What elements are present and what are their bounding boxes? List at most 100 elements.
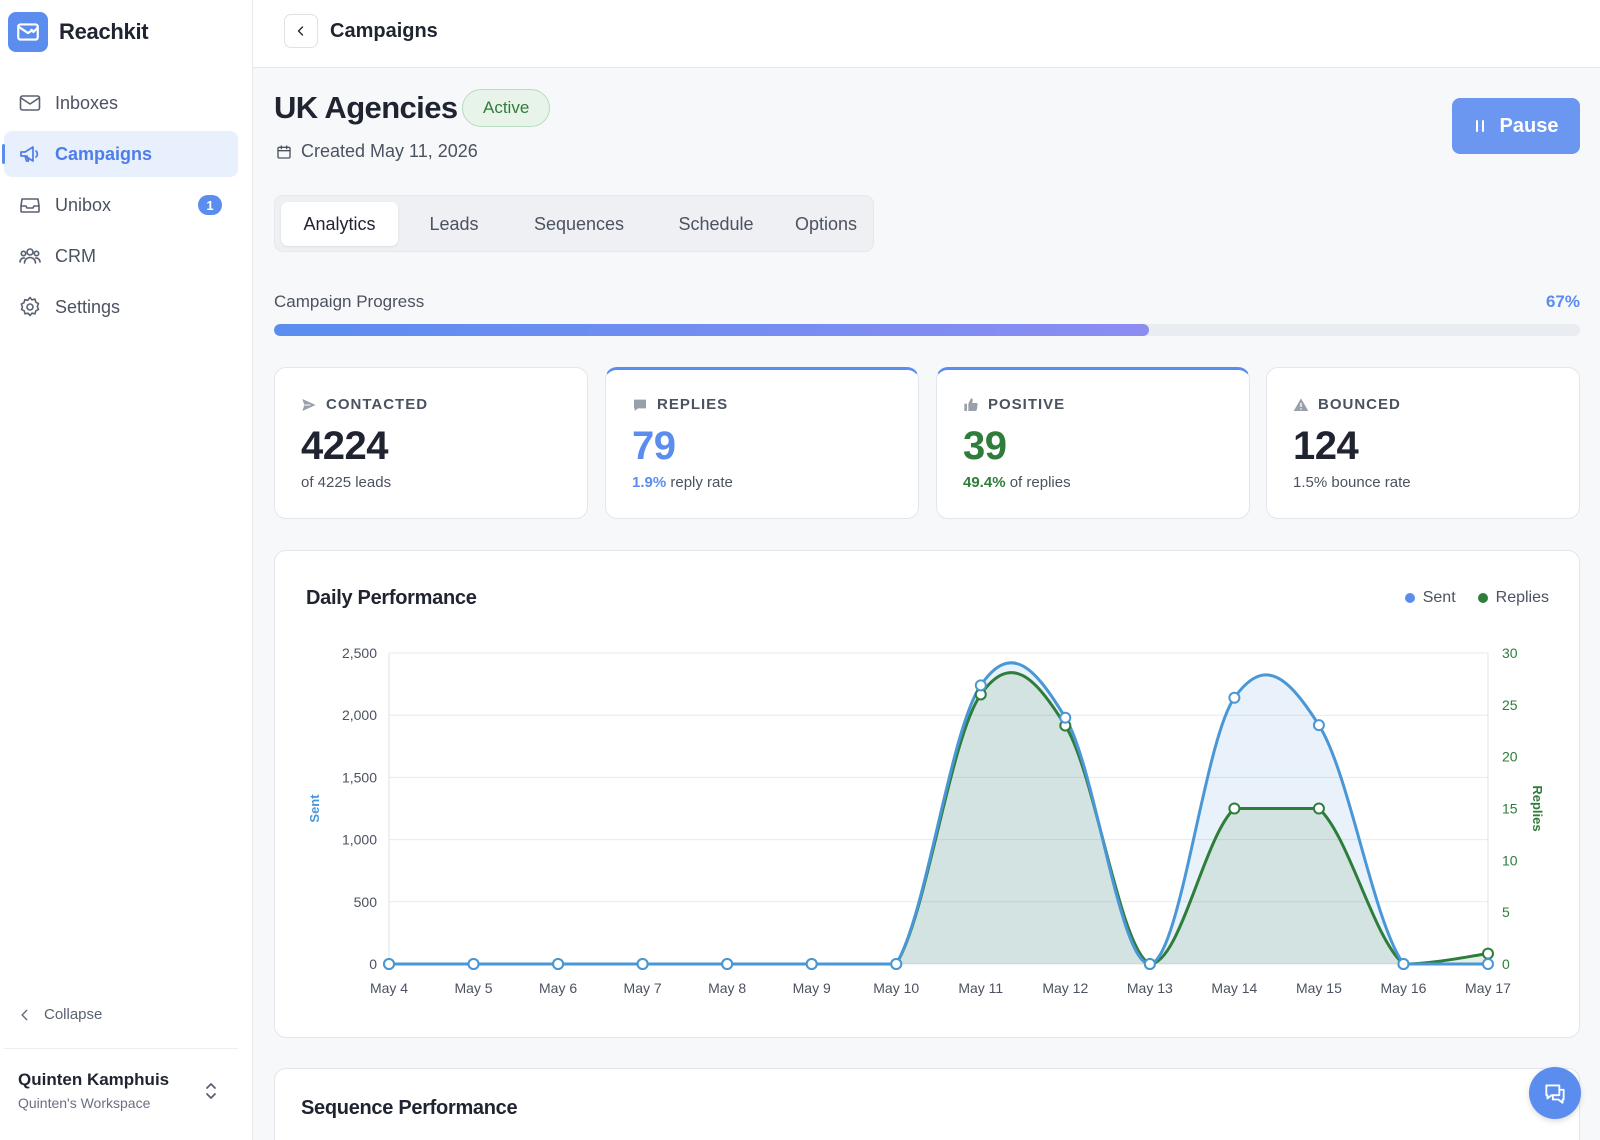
tab-bar: Analytics Leads Sequences Schedule Optio… xyxy=(274,195,874,252)
data-point-sent xyxy=(721,958,734,970)
sequence-performance-panel: Sequence Performance xyxy=(274,1068,1580,1140)
users-icon xyxy=(18,244,42,268)
data-point-sent xyxy=(1143,958,1156,970)
unread-badge: 1 xyxy=(198,195,222,215)
stat-card-contacted: CONTACTED 4224 of 4225 leads xyxy=(274,367,588,519)
sidebar-item-settings[interactable]: Settings xyxy=(4,284,238,330)
x-tick-label: May 11 xyxy=(958,980,1003,996)
page-title: Campaigns xyxy=(330,20,438,42)
positive-rate-value: 49.4% xyxy=(963,474,1006,491)
reply-rate-value: 1.9% xyxy=(632,474,667,491)
tab-sequences[interactable]: Sequences xyxy=(533,213,625,234)
mail-icon xyxy=(18,91,42,115)
workspace-name: Quinten's Workspace xyxy=(18,1095,151,1111)
sidebar-item-label: Campaigns xyxy=(55,143,153,164)
x-tick-label: May 7 xyxy=(624,980,662,996)
data-point-sent xyxy=(552,958,565,970)
send-icon xyxy=(301,397,317,413)
sidebar-item-crm[interactable]: CRM xyxy=(4,233,238,279)
sidebar-nav: Inboxes Campaigns Unibox 1 CRM Setting xyxy=(2,80,238,335)
sidebar-item-campaigns[interactable]: Campaigns xyxy=(2,131,238,177)
tab-options[interactable]: Options xyxy=(794,213,858,234)
sidebar-divider xyxy=(4,1048,238,1049)
sidebar-item-label: Unibox xyxy=(55,194,112,215)
series-area-replies xyxy=(389,672,1488,964)
data-point-sent xyxy=(1397,958,1410,970)
back-button[interactable] xyxy=(284,14,318,48)
y-tick-label: 2,500 xyxy=(342,645,377,661)
stat-label-row: POSITIVE xyxy=(963,396,1065,413)
stat-sub: 49.4% of replies xyxy=(963,474,1071,491)
stat-card-bounced: BOUNCED 124 1.5% bounce rate xyxy=(1266,367,1580,519)
daily-performance-panel: 0 500 1,000 1,500 2,000 2,500 0 5 10 15 20 25 30 Sent… xyxy=(274,550,1580,1038)
tab-leads[interactable]: Leads xyxy=(429,213,479,234)
legend-item-replies[interactable]: Replies xyxy=(1477,589,1549,607)
progress-value: 67% xyxy=(1545,292,1580,311)
y2-tick-label: 5 xyxy=(1502,904,1510,920)
positive-rate-label: of replies xyxy=(1005,474,1071,491)
stat-value: 79 xyxy=(632,424,676,468)
brand-name: Reachkit xyxy=(59,19,149,44)
series-area-sent xyxy=(389,662,1488,964)
data-point-sent xyxy=(1228,691,1241,704)
y-tick-label: 1,000 xyxy=(342,832,377,848)
sidebar-item-label: Settings xyxy=(55,296,121,317)
brand[interactable]: Reachkit xyxy=(8,12,149,52)
y-axis-title: Sent xyxy=(307,794,322,823)
tab-schedule[interactable]: Schedule xyxy=(678,213,754,234)
pause-button[interactable]: Pause xyxy=(1452,98,1580,154)
legend-label: Replies xyxy=(1495,589,1549,606)
stat-label-row: BOUNCED xyxy=(1293,396,1401,413)
stat-value: 124 xyxy=(1293,424,1359,468)
x-tick-label: May 15 xyxy=(1296,980,1342,996)
x-tick-label: May 8 xyxy=(708,980,746,996)
stat-label: CONTACTED xyxy=(326,396,429,413)
x-tick-label: May 6 xyxy=(539,980,577,996)
collapse-button[interactable]: Collapse xyxy=(18,1006,102,1023)
calendar-icon xyxy=(276,144,292,160)
x-tick-label: May 13 xyxy=(1127,980,1173,996)
chevron-up-down-icon[interactable] xyxy=(204,1082,218,1100)
data-point-sent xyxy=(383,958,395,970)
data-point-replies xyxy=(1228,802,1241,815)
megaphone-icon xyxy=(18,142,42,166)
tab-analytics[interactable]: Analytics xyxy=(281,202,398,246)
pause-icon xyxy=(1474,119,1486,133)
x-tick-label: May 14 xyxy=(1211,980,1257,996)
y2-tick-label: 10 xyxy=(1502,852,1518,868)
x-tick-label: May 4 xyxy=(370,980,408,996)
gear-icon xyxy=(18,295,42,319)
chat-support-button[interactable] xyxy=(1529,1067,1581,1119)
x-tick-label: May 17 xyxy=(1465,980,1511,996)
sidebar-item-label: CRM xyxy=(55,245,96,266)
data-point-sent xyxy=(1059,711,1072,724)
data-point-replies xyxy=(1482,947,1494,960)
chart-legend: Sent Replies xyxy=(1383,589,1549,607)
data-point-sent xyxy=(1482,958,1494,970)
y2-tick-label: 25 xyxy=(1502,697,1518,713)
y2-axis-title: Replies xyxy=(1530,785,1545,831)
x-tick-label: May 9 xyxy=(793,980,831,996)
user-profile[interactable]: Quinten Kamphuis Quinten's Workspace xyxy=(18,1070,169,1111)
y2-tick-label: 0 xyxy=(1502,956,1510,972)
daily-performance-chart: 0 500 1,000 1,500 2,000 2,500 0 5 10 15 20 25 30 Sent… xyxy=(307,645,1545,996)
sidebar-item-unibox[interactable]: Unibox 1 xyxy=(4,182,238,228)
y-tick-label: 500 xyxy=(354,894,378,910)
stat-label-row: REPLIES xyxy=(632,396,728,413)
collapse-label: Collapse xyxy=(44,1006,103,1023)
sidebar-item-inboxes[interactable]: Inboxes xyxy=(4,80,238,126)
sequence-title: Sequence Performance xyxy=(301,1097,518,1119)
chat-bubble-icon xyxy=(632,397,648,413)
stat-label: REPLIES xyxy=(657,396,729,413)
stat-label: BOUNCED xyxy=(1318,396,1401,413)
data-point-sent xyxy=(974,679,987,692)
stat-value: 4224 xyxy=(301,424,388,468)
stat-sub: 1.5% bounce rate xyxy=(1293,474,1411,491)
legend-item-sent[interactable]: Sent xyxy=(1404,589,1456,607)
y-tick-label: 1,500 xyxy=(342,769,377,785)
stat-label: POSITIVE xyxy=(988,396,1066,413)
legend-dot-replies xyxy=(1477,593,1488,603)
progress-label: Campaign Progress xyxy=(274,292,425,311)
chat-icon xyxy=(1542,1080,1568,1106)
created-text: Created May 11, 2026 xyxy=(301,141,478,161)
